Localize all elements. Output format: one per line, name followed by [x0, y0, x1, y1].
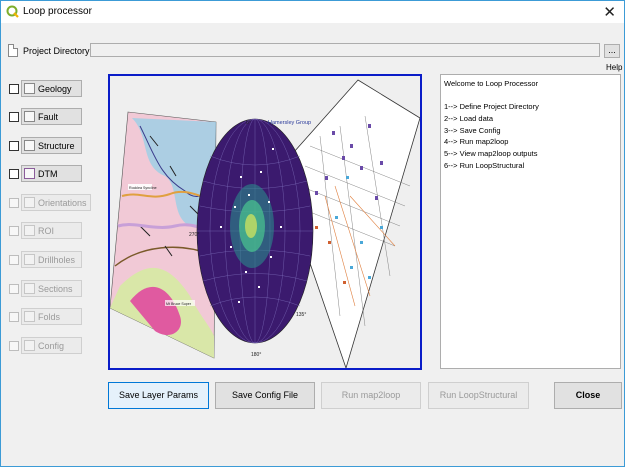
sections-button[interactable]: Sections	[21, 280, 82, 297]
info-line-welcome: Welcome to Loop Processor	[444, 79, 539, 88]
geology-icon	[24, 83, 35, 94]
geology-label: Geology	[38, 83, 72, 94]
title-bar: Loop processor ✕	[1, 1, 624, 23]
config-label: Config	[38, 340, 65, 351]
config-checkbox[interactable]	[9, 341, 19, 351]
fault-icon	[24, 111, 35, 122]
orientations-icon	[24, 197, 35, 208]
close-icon[interactable]: ✕	[603, 3, 616, 21]
hamersley-group-label: Hamersley Group	[268, 120, 311, 126]
folds-button[interactable]: Folds	[21, 308, 82, 325]
dtm-label: DTM	[38, 168, 58, 179]
geology-map-graphic: Rocklea Syncline Mt Bruce Super	[110, 111, 217, 359]
roi-button[interactable]: ROI	[21, 222, 82, 239]
geology-checkbox[interactable]	[9, 84, 19, 94]
info-text-box[interactable]: Welcome to Loop Processor 1--> Define Pr…	[440, 74, 621, 369]
stereonet-label-north: 0°	[246, 120, 251, 126]
orientations-label: Orientations	[38, 197, 87, 208]
config-button[interactable]: Config	[21, 337, 82, 354]
browse-button[interactable]: ...	[604, 44, 620, 58]
section-plot-graphic	[277, 79, 420, 368]
dtm-checkbox[interactable]	[9, 169, 19, 179]
structure-label: Structure	[38, 140, 75, 151]
info-line-step-4: 4--> Run map2loop	[444, 137, 509, 147]
fault-label: Fault	[38, 111, 59, 122]
structure-icon	[24, 140, 35, 151]
stereonet-label-west: 270°	[189, 232, 199, 238]
structure-checkbox[interactable]	[9, 141, 19, 151]
help-link[interactable]: Help	[606, 63, 623, 72]
drillholes-checkbox[interactable]	[9, 255, 19, 265]
folds-checkbox[interactable]	[9, 312, 19, 322]
stereonet-label-135: 135°	[296, 312, 306, 318]
drillholes-button[interactable]: Drillholes	[21, 251, 82, 268]
close-button[interactable]: Close	[554, 382, 622, 409]
project-directory-input[interactable]	[90, 43, 600, 57]
info-line-step-6: 6--> Run LoopStructural	[444, 160, 525, 170]
loop-collage-graphic: Rocklea Syncline Mt Bruce Super	[110, 79, 420, 368]
stereonet-label-south: 180°	[251, 352, 261, 358]
project-directory-label: Project Directory	[23, 46, 90, 56]
geology-button[interactable]: Geology	[21, 80, 82, 97]
roi-icon	[24, 225, 35, 236]
loop-preview-image: Rocklea Syncline Mt Bruce Super	[108, 74, 422, 370]
fault-checkbox[interactable]	[9, 112, 19, 122]
orientations-button[interactable]: Orientations	[21, 194, 91, 211]
structure-button[interactable]: Structure	[21, 137, 82, 154]
qgis-logo-icon	[6, 5, 19, 18]
roi-label: ROI	[38, 225, 55, 236]
map-label-2: Mt Bruce Super	[166, 302, 192, 306]
stereonet-graphic: 0° 270° 135° 180° Hamersley Group	[189, 118, 314, 358]
info-line-step-1: 1--> Define Project Directory	[444, 102, 539, 112]
map-label: Rocklea Syncline	[129, 186, 157, 190]
dtm-icon	[24, 168, 35, 179]
sections-checkbox[interactable]	[9, 284, 19, 294]
sections-label: Sections	[38, 283, 73, 294]
drillholes-label: Drillholes	[38, 254, 76, 265]
config-icon	[24, 340, 35, 351]
fault-button[interactable]: Fault	[21, 108, 82, 125]
folds-label: Folds	[38, 311, 61, 322]
save-layer-params-button[interactable]: Save Layer Params	[108, 382, 209, 409]
window-title: Loop processor	[23, 6, 92, 17]
sections-icon	[24, 283, 35, 294]
info-line-spacer	[444, 91, 617, 103]
dtm-button[interactable]: DTM	[21, 165, 82, 182]
folds-icon	[24, 311, 35, 322]
run-map2loop-button[interactable]: Run map2loop	[321, 382, 421, 409]
save-config-file-button[interactable]: Save Config File	[215, 382, 315, 409]
document-icon	[8, 44, 18, 57]
run-loopstructural-button[interactable]: Run LoopStructural	[428, 382, 529, 409]
orientations-checkbox[interactable]	[9, 198, 19, 208]
info-line-step-2: 2--> Load data	[444, 114, 493, 124]
info-line-step-3: 3--> Save Config	[444, 125, 501, 135]
roi-checkbox[interactable]	[9, 226, 19, 236]
info-line-step-5: 5--> View map2loop outputs	[444, 149, 538, 159]
drillholes-icon	[24, 254, 35, 265]
